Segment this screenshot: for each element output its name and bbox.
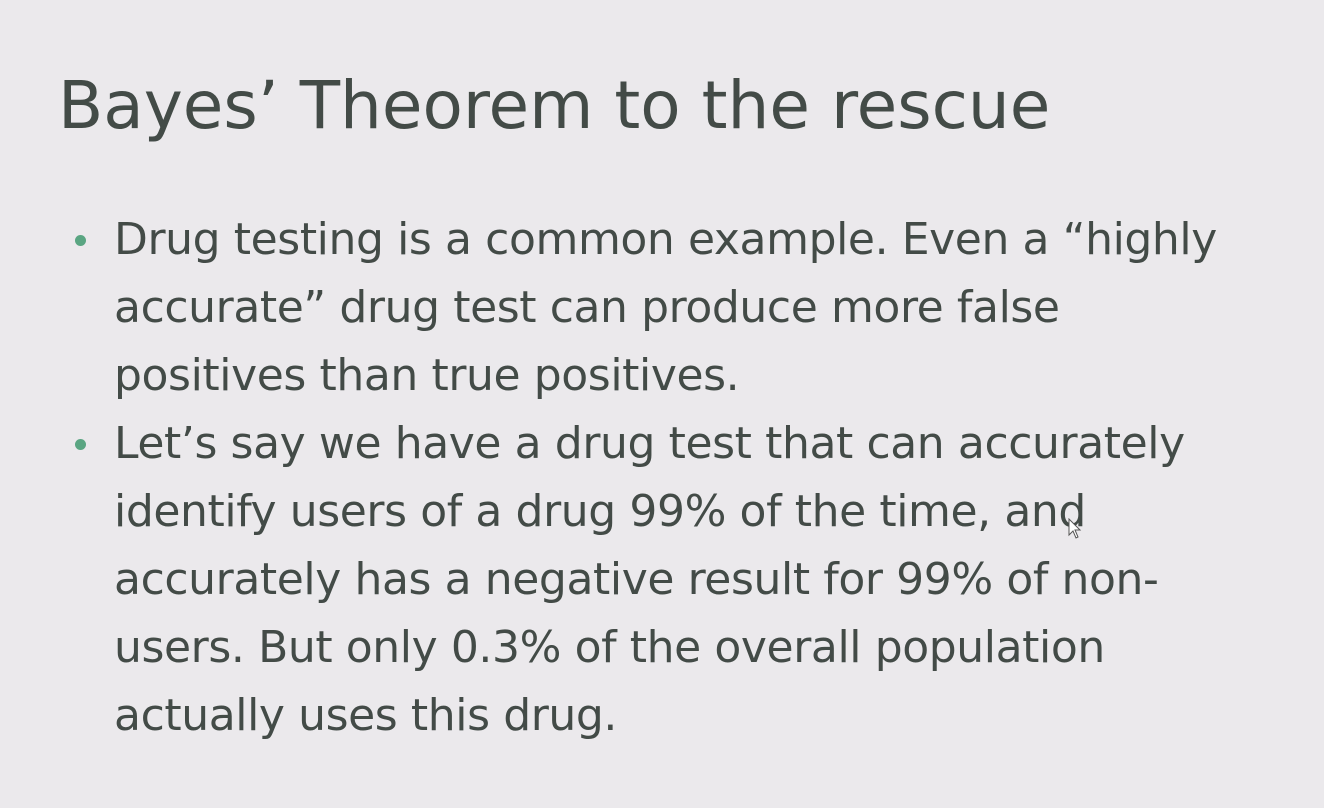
bullet-list: Drug testing is a common example. Even a… — [70, 206, 1300, 750]
bullet-line: accurately has a negative result for 99%… — [114, 554, 1159, 605]
bullet-item: Drug testing is a common example. Even a… — [70, 206, 1300, 410]
bullet-item: Let’s say we have a drug test that can a… — [70, 410, 1300, 750]
bullet-text: Drug testing is a common example. Even a… — [114, 206, 1300, 410]
mouse-pointer-icon — [1068, 518, 1082, 539]
slide-title: Bayes’ Theorem to the rescue — [58, 67, 1051, 144]
bullet-dot-icon — [75, 235, 86, 246]
bullet-line: Drug testing is a common example. Even a… — [114, 214, 1217, 265]
bullet-line: users. But only 0.3% of the overall popu… — [114, 622, 1105, 673]
bullet-dot-icon — [75, 439, 86, 450]
bullet-line: positives than true positives. — [114, 350, 740, 401]
bullet-line: identify users of a drug 99% of the time… — [114, 486, 1086, 537]
bullet-line: Let’s say we have a drug test that can a… — [114, 418, 1185, 469]
bullet-line: accurate” drug test can produce more fal… — [114, 282, 1060, 333]
bullet-text: Let’s say we have a drug test that can a… — [114, 410, 1300, 750]
bullet-line: actually uses this drug. — [114, 690, 618, 741]
